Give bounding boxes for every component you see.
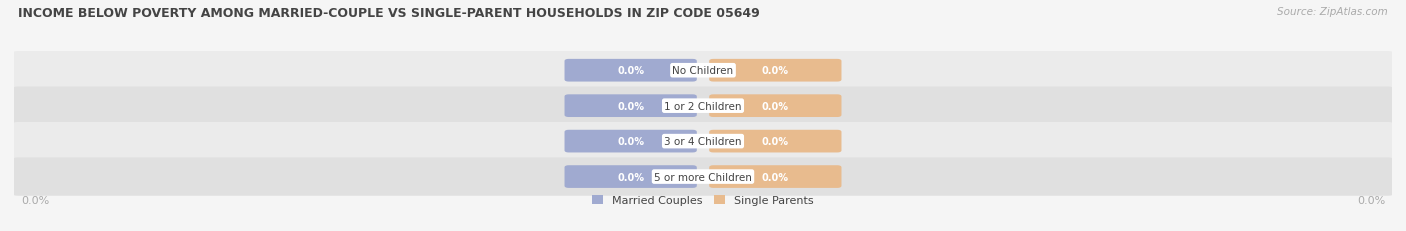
Text: 0.0%: 0.0% [617, 101, 644, 111]
Text: 0.0%: 0.0% [617, 66, 644, 76]
Text: 0.0%: 0.0% [762, 101, 789, 111]
Text: 0.0%: 0.0% [762, 66, 789, 76]
FancyBboxPatch shape [565, 60, 697, 82]
Text: 0.0%: 0.0% [1357, 195, 1385, 205]
Text: Source: ZipAtlas.com: Source: ZipAtlas.com [1277, 7, 1388, 17]
FancyBboxPatch shape [13, 87, 1393, 125]
Text: 0.0%: 0.0% [21, 195, 49, 205]
FancyBboxPatch shape [13, 52, 1393, 90]
Text: 0.0%: 0.0% [762, 172, 789, 182]
Text: 0.0%: 0.0% [617, 172, 644, 182]
FancyBboxPatch shape [13, 122, 1393, 161]
Legend: Married Couples, Single Parents: Married Couples, Single Parents [592, 195, 814, 206]
Text: 5 or more Children: 5 or more Children [654, 172, 752, 182]
FancyBboxPatch shape [565, 130, 697, 153]
FancyBboxPatch shape [565, 95, 697, 118]
Text: 0.0%: 0.0% [617, 137, 644, 146]
Text: 1 or 2 Children: 1 or 2 Children [664, 101, 742, 111]
FancyBboxPatch shape [565, 165, 697, 188]
FancyBboxPatch shape [709, 130, 841, 153]
FancyBboxPatch shape [709, 165, 841, 188]
FancyBboxPatch shape [709, 95, 841, 118]
Text: 3 or 4 Children: 3 or 4 Children [664, 137, 742, 146]
Text: No Children: No Children [672, 66, 734, 76]
Text: 0.0%: 0.0% [762, 137, 789, 146]
FancyBboxPatch shape [13, 158, 1393, 196]
FancyBboxPatch shape [709, 60, 841, 82]
Text: INCOME BELOW POVERTY AMONG MARRIED-COUPLE VS SINGLE-PARENT HOUSEHOLDS IN ZIP COD: INCOME BELOW POVERTY AMONG MARRIED-COUPL… [18, 7, 761, 20]
